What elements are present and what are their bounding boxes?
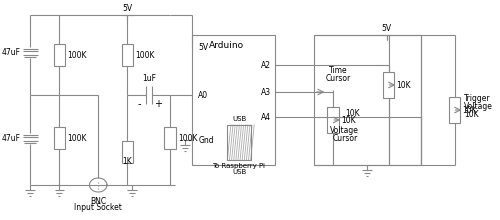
Text: 100K: 100K — [178, 134, 198, 143]
Text: Cursor: Cursor — [326, 73, 350, 82]
Text: 10K: 10K — [345, 108, 360, 117]
Text: 5V: 5V — [122, 4, 132, 13]
Text: 1K: 1K — [122, 157, 132, 166]
Text: Arduino: Arduino — [209, 40, 244, 50]
Text: 100K: 100K — [67, 51, 86, 59]
Bar — [382, 72, 394, 98]
Text: 5V: 5V — [382, 24, 392, 33]
Bar — [54, 127, 65, 149]
Text: 100K: 100K — [67, 134, 86, 143]
Bar — [122, 44, 133, 66]
Text: A4: A4 — [261, 112, 271, 121]
Text: USB: USB — [232, 116, 246, 122]
Text: 1uF: 1uF — [142, 74, 156, 83]
Text: 10K: 10K — [464, 110, 479, 119]
Text: A3: A3 — [261, 88, 271, 97]
Text: 47uF: 47uF — [2, 48, 20, 57]
Bar — [54, 44, 65, 66]
Text: A2: A2 — [261, 61, 271, 70]
Text: 10K: 10K — [396, 81, 411, 90]
Bar — [192, 35, 275, 165]
Text: Gnd: Gnd — [198, 136, 214, 145]
Bar — [164, 127, 176, 149]
Bar — [314, 35, 420, 165]
Bar — [122, 141, 133, 163]
Text: A0: A0 — [198, 90, 208, 99]
Text: Voltage: Voltage — [330, 125, 360, 134]
Bar — [228, 125, 250, 160]
Text: Time: Time — [328, 66, 347, 75]
Text: Trigger: Trigger — [464, 94, 491, 103]
Text: 47uF: 47uF — [2, 134, 20, 143]
Bar — [448, 97, 460, 123]
Text: 100K: 100K — [135, 51, 154, 59]
Text: Input Socket: Input Socket — [74, 203, 122, 212]
Text: USB: USB — [232, 169, 246, 175]
Text: 10K: 10K — [462, 106, 477, 114]
Text: 10K: 10K — [341, 116, 355, 125]
Text: BNC: BNC — [90, 197, 106, 206]
Bar — [328, 107, 339, 133]
Text: -: - — [138, 99, 141, 109]
Text: To Raspberry Pi: To Raspberry Pi — [212, 163, 266, 169]
Text: Cursor: Cursor — [332, 134, 357, 143]
Text: Voltage: Voltage — [464, 101, 493, 110]
Text: 5V: 5V — [198, 42, 208, 51]
Text: +: + — [154, 99, 162, 109]
